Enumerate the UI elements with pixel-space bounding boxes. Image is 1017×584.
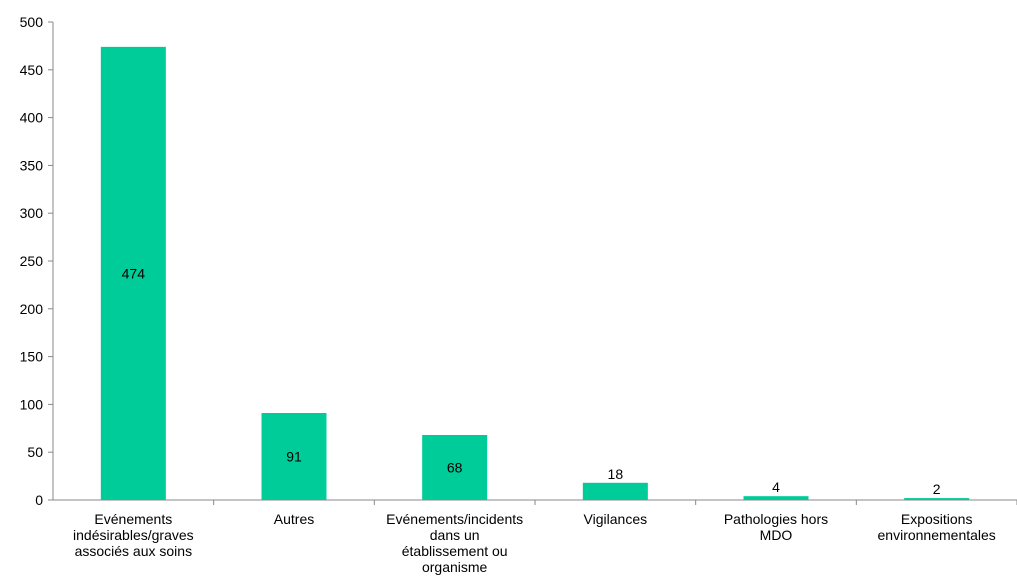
category-label-line: Evénements <box>94 511 172 527</box>
category-label-line: Pathologies hors <box>724 511 828 527</box>
bar-value-label: 4 <box>772 479 780 495</box>
x-axis-labels: Evénements indésirables/graves associés au… <box>73 500 1017 575</box>
category-label-line: organisme <box>422 559 488 575</box>
bar-value-label: 91 <box>286 449 302 465</box>
category-label: Evénements indésirables/graves associés au… <box>73 511 194 559</box>
bar <box>582 482 648 500</box>
y-tick-label: 350 <box>20 157 44 173</box>
category-label: Autres <box>274 511 314 527</box>
y-tick-label: 50 <box>27 444 43 460</box>
y-tick-label: 400 <box>20 110 44 126</box>
category-label-line: Expositions <box>901 511 973 527</box>
category-label-line: Autres <box>274 511 314 527</box>
bar-value-label: 68 <box>447 459 463 475</box>
bar-value-label: 474 <box>122 265 146 281</box>
category-label: Pathologies hors MDO <box>724 511 828 543</box>
bar-value-label: 18 <box>608 466 624 482</box>
y-tick-label: 250 <box>20 253 44 269</box>
bar <box>904 498 970 500</box>
category-label: Evénements/incidents dans un établissement… <box>386 511 523 575</box>
y-tick-label: 300 <box>20 205 44 221</box>
y-tick-label: 100 <box>20 396 44 412</box>
y-tick-label: 200 <box>20 301 44 317</box>
bar-value-label: 2 <box>933 481 941 497</box>
category-label-line: Evénements/incidents <box>386 511 523 527</box>
y-tick-label: 0 <box>35 492 43 508</box>
bar <box>743 496 809 500</box>
category-label-line: dans un <box>430 527 480 543</box>
category-label: Vigilances <box>584 511 648 527</box>
y-tick-label: 150 <box>20 349 44 365</box>
bars-group: 474 91 68 18 4 2 <box>100 46 970 501</box>
category-label-line: associés aux soins <box>75 543 193 559</box>
bar <box>100 46 166 501</box>
bar <box>422 434 488 500</box>
category-label-line: Vigilances <box>584 511 648 527</box>
category-label-line: indésirables/graves <box>73 527 194 543</box>
category-label: Expositions environnementales <box>878 511 996 543</box>
y-axis-ticks: 0 50 100 150 200 250 300 350 400 450 500 <box>20 14 53 508</box>
category-label-line: MDO <box>760 527 793 543</box>
category-label-line: établissement ou <box>402 543 508 559</box>
category-label-line: environnementales <box>878 527 996 543</box>
y-tick-label: 450 <box>20 62 44 78</box>
y-tick-label: 500 <box>20 14 44 30</box>
bar <box>261 413 327 500</box>
